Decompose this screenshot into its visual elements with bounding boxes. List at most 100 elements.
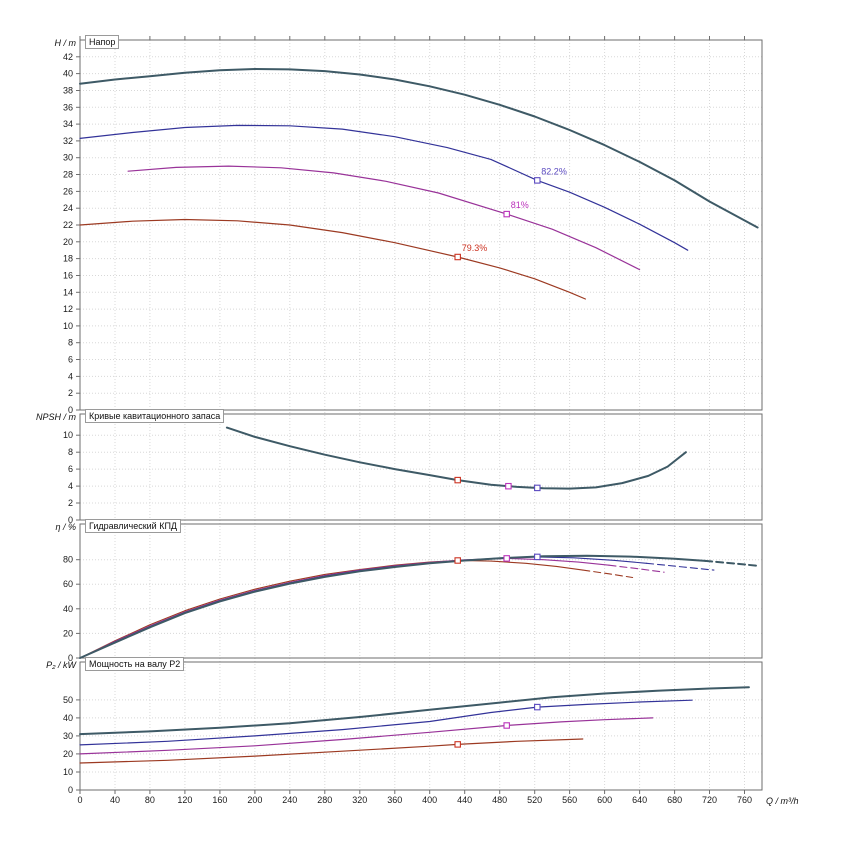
x-axis-label: Q / m³/h [766, 796, 799, 806]
curve-eff-trim2 [79, 557, 610, 659]
duty-point-marker [503, 722, 510, 729]
x-tick-label: 400 [422, 795, 437, 805]
y-tick-label: 0 [68, 515, 73, 525]
curve-eff-trim2-ext [608, 564, 665, 573]
duty-point-marker [454, 253, 461, 261]
x-tick-label: 200 [247, 795, 262, 805]
y-axis-label-head: H / m [54, 38, 77, 48]
y-tick-label: 2 [68, 388, 73, 398]
panel-title-npsh: Кривые кавитационного запаса [85, 409, 225, 423]
duty-point-marker [534, 177, 541, 184]
y-tick-label: 12 [63, 304, 73, 314]
y-tick-label: 10 [63, 767, 73, 777]
panel-frame-2 [79, 523, 763, 659]
x-tick-label: 600 [597, 795, 612, 805]
y-tick-label: 50 [63, 695, 73, 705]
panel-frame-3 [79, 661, 763, 791]
y-tick-label: 24 [63, 203, 73, 213]
x-tick-label: 160 [212, 795, 227, 805]
duty-point-marker [503, 555, 510, 562]
panel-frame-1 [79, 413, 763, 521]
curve-p2-trim1 [79, 699, 693, 746]
y-tick-label: 32 [63, 136, 73, 146]
y-tick-label: 10 [63, 430, 73, 440]
y-tick-label: 40 [63, 713, 73, 723]
panel-title-efficiency: Гидравлический КПД [85, 519, 182, 533]
curve-head-trim1 [79, 124, 689, 251]
y-tick-label: 20 [63, 628, 73, 638]
duty-point-marker [534, 553, 541, 561]
curve-eff-trim3-ext [582, 569, 634, 579]
y-tick-label: 80 [63, 555, 73, 565]
y-tick-label: 4 [68, 481, 73, 491]
y-tick-label: 10 [63, 321, 73, 331]
y-tick-label: 0 [68, 653, 73, 663]
duty-point-label: 79.3% [462, 243, 488, 253]
y-tick-label: 18 [63, 254, 73, 264]
x-tick-label: 440 [457, 795, 472, 805]
y-tick-label: 42 [63, 52, 73, 62]
x-tick-label: 480 [492, 795, 507, 805]
y-tick-label: 28 [63, 170, 73, 180]
duty-point-label: 82.2% [541, 166, 567, 176]
curve-eff-trim3 [79, 559, 584, 659]
y-tick-label: 2 [68, 498, 73, 508]
x-tick-label: 360 [387, 795, 402, 805]
duty-point-label: 81% [511, 200, 529, 210]
y-tick-label: 8 [68, 447, 73, 457]
curve-p2-full [79, 686, 750, 736]
x-tick-label: 760 [737, 795, 752, 805]
y-tick-label: 16 [63, 271, 73, 281]
curve-head-full [79, 68, 759, 229]
duty-point-marker [505, 482, 512, 490]
x-tick-label: 240 [282, 795, 297, 805]
y-tick-label: 0 [68, 405, 73, 415]
x-tick-label: 520 [527, 795, 542, 805]
duty-point-marker [503, 210, 510, 218]
y-axis-label-efficiency: η / % [55, 522, 76, 532]
curve-npsh [225, 426, 687, 490]
y-tick-label: 20 [63, 749, 73, 759]
y-tick-label: 4 [68, 371, 73, 381]
curve-p2-trim3 [79, 738, 584, 764]
x-tick-label: 120 [177, 795, 192, 805]
y-tick-label: 20 [63, 237, 73, 247]
curve-head-trim2 [127, 165, 641, 271]
x-tick-label: 680 [667, 795, 682, 805]
y-tick-label: 40 [63, 69, 73, 79]
curve-eff-trim1-ext [646, 562, 715, 571]
y-tick-label: 38 [63, 86, 73, 96]
y-tick-label: 26 [63, 186, 73, 196]
panel-title-head: Напор [85, 35, 120, 49]
y-tick-label: 30 [63, 153, 73, 163]
duty-point-marker [454, 741, 461, 748]
y-tick-label: 6 [68, 355, 73, 365]
y-tick-label: 22 [63, 220, 73, 230]
curve-eff-full-ext [704, 559, 759, 567]
y-tick-label: 0 [68, 785, 73, 795]
y-axis-label-power: P₂ / kW [46, 660, 76, 670]
y-tick-label: 14 [63, 287, 73, 297]
y-tick-label: 60 [63, 579, 73, 589]
duty-point-marker [534, 703, 541, 711]
y-tick-label: 8 [68, 338, 73, 348]
curve-eff-full [79, 554, 707, 659]
duty-point-marker [534, 484, 541, 492]
curve-head-trim3 [79, 218, 586, 300]
y-tick-label: 6 [68, 464, 73, 474]
duty-point-marker [454, 557, 461, 564]
x-tick-label: 720 [702, 795, 717, 805]
x-tick-label: 80 [145, 795, 155, 805]
x-tick-label: 0 [77, 795, 82, 805]
x-tick-label: 280 [317, 795, 332, 805]
y-tick-label: 36 [63, 102, 73, 112]
panel-title-power: Мощность на валу P2 [85, 657, 185, 671]
x-tick-label: 640 [632, 795, 647, 805]
x-tick-label: 560 [562, 795, 577, 805]
curve-p2-trim2 [79, 717, 654, 755]
y-tick-label: 34 [63, 119, 73, 129]
duty-point-marker [454, 476, 461, 484]
